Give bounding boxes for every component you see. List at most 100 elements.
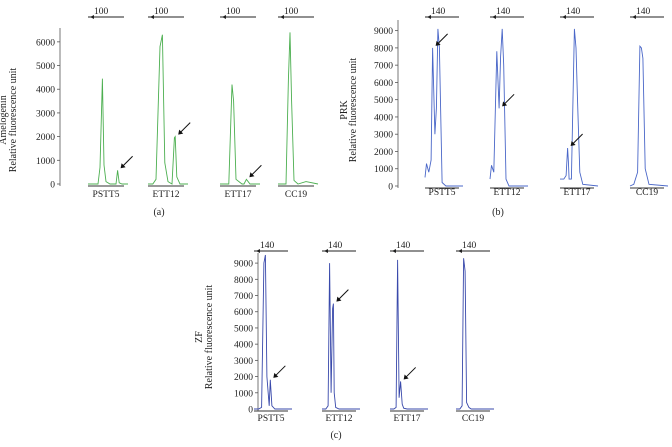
size-arrow-icon bbox=[392, 249, 396, 253]
trace-ett12: 100 ETT12 bbox=[148, 7, 191, 200]
y-tick-label: 0 bbox=[50, 181, 55, 191]
trace-line bbox=[456, 258, 494, 410]
y-tick-label: 6000 bbox=[234, 308, 253, 318]
y-tick-label: 3000 bbox=[36, 109, 55, 119]
y-tick-label: 3000 bbox=[234, 357, 253, 367]
size-arrow-icon bbox=[632, 15, 636, 19]
trace-cc19: 140 CC19 bbox=[456, 241, 494, 424]
trace-line bbox=[88, 78, 128, 185]
size-label: 100 bbox=[284, 7, 299, 17]
sample-label: CC19 bbox=[285, 190, 307, 200]
trace-line bbox=[254, 254, 292, 410]
y-tick-label: 6000 bbox=[36, 38, 55, 48]
trace-line bbox=[220, 84, 260, 185]
chart-panel-b: 0 1000 2000 3000 4000 5000 6000 7000 8000 9000 Rel… bbox=[339, 7, 669, 218]
size-label: 140 bbox=[462, 241, 477, 251]
panel-caption: (a) bbox=[153, 207, 164, 218]
y-tick-label: 4000 bbox=[374, 113, 393, 123]
annotation-arrow-icon bbox=[274, 365, 286, 377]
size-arrow-icon bbox=[427, 15, 431, 19]
y-axis-label: Relative fluorescence unit bbox=[348, 58, 359, 163]
trace-line bbox=[560, 28, 599, 187]
y-tick-label: 4000 bbox=[36, 86, 55, 96]
panel-caption: (c) bbox=[330, 430, 341, 441]
annotation-arrowhead-icon bbox=[178, 129, 184, 135]
sample-label: CC19 bbox=[636, 188, 658, 198]
trace-pstt5: 100 PSTT5 bbox=[88, 7, 133, 200]
size-label: 100 bbox=[154, 7, 169, 17]
sample-label: ETT12 bbox=[153, 190, 180, 200]
marker-label: PRK bbox=[339, 99, 350, 119]
annotation-arrow-icon bbox=[251, 164, 262, 176]
annotation-arrow-icon bbox=[437, 33, 448, 45]
y-axis-label: Relative fluorescence unit bbox=[8, 68, 19, 173]
trace-line bbox=[322, 263, 360, 410]
trace-ett12: 140 ETT12 bbox=[322, 241, 360, 424]
trace-pstt5: 140 PSTT5 bbox=[254, 241, 292, 424]
y-tick-label: 8000 bbox=[234, 276, 253, 286]
annotation-arrowhead-icon bbox=[336, 296, 342, 302]
annotation-arrow-icon bbox=[503, 93, 515, 105]
sample-label: CC19 bbox=[462, 414, 484, 424]
sample-label: PSTT5 bbox=[258, 414, 285, 424]
size-arrow-icon bbox=[222, 15, 226, 19]
size-arrow-icon bbox=[150, 15, 154, 19]
size-arrow-icon bbox=[90, 15, 94, 19]
y-tick-label: 5000 bbox=[374, 96, 393, 106]
sample-label: ETT12 bbox=[326, 414, 353, 424]
size-label: 140 bbox=[260, 241, 275, 251]
sample-label: PSTT5 bbox=[429, 188, 456, 198]
y-tick-label: 3000 bbox=[374, 131, 393, 141]
trace-cc19: 140 CC19 bbox=[629, 7, 669, 198]
y-tick-label: 7000 bbox=[234, 292, 253, 302]
marker-label: ZF bbox=[194, 331, 205, 343]
y-tick-label: 1000 bbox=[374, 165, 393, 175]
size-label: 140 bbox=[496, 7, 511, 17]
y-tick-label: 9000 bbox=[374, 27, 393, 37]
y-tick-label: 5000 bbox=[234, 324, 253, 334]
trace-line bbox=[278, 32, 319, 185]
chart-panel-a: 0 1000 2000 3000 4000 5000 6000 Relative fluore… bbox=[0, 7, 319, 218]
annotation-arrowhead-icon bbox=[435, 40, 441, 46]
annotation-arrow-icon bbox=[572, 133, 583, 145]
size-label: 100 bbox=[94, 7, 109, 17]
annotation-arrow-icon bbox=[122, 155, 133, 167]
panel-caption: (b) bbox=[492, 207, 504, 218]
size-label: 100 bbox=[226, 7, 241, 17]
annotation-arrowhead-icon bbox=[403, 374, 409, 380]
chart-panel-c: 0 1000 2000 3000 4000 5000 6000 7000 8000 9000 Rel… bbox=[194, 241, 494, 441]
y-tick-label: 1000 bbox=[234, 389, 253, 399]
y-tick-label: 2000 bbox=[234, 373, 253, 383]
trace-ett17: 140 ETT17 bbox=[390, 241, 428, 424]
size-label: 140 bbox=[431, 7, 446, 17]
annotation-arrowhead-icon bbox=[273, 372, 279, 378]
size-label: 140 bbox=[636, 7, 651, 17]
y-tick-label: 2000 bbox=[36, 133, 55, 143]
trace-ett17: 100 ETT17 bbox=[220, 7, 262, 200]
sample-label: ETT12 bbox=[494, 188, 521, 198]
annotation-arrowhead-icon bbox=[570, 141, 576, 147]
trace-line bbox=[489, 28, 528, 187]
size-label: 140 bbox=[328, 241, 343, 251]
annotation-arrowhead-icon bbox=[502, 101, 508, 107]
size-arrow-icon bbox=[492, 15, 496, 19]
annotation-arrowhead-icon bbox=[249, 172, 255, 178]
trace-ett12: 140 ETT12 bbox=[489, 7, 528, 198]
y-tick-label: 0 bbox=[248, 406, 253, 416]
trace-cc19: 100 CC19 bbox=[278, 7, 319, 200]
y-axis-label: Relative fluorescence unit bbox=[204, 285, 215, 390]
trace-line bbox=[148, 34, 188, 185]
sample-label: ETT17 bbox=[225, 190, 252, 200]
annotation-arrowhead-icon bbox=[120, 163, 126, 169]
y-tick-label: 2000 bbox=[374, 148, 393, 158]
y-tick-label: 8000 bbox=[374, 44, 393, 54]
y-tick-label: 1000 bbox=[36, 157, 55, 167]
trace-line bbox=[424, 28, 463, 187]
trace-ett17: 140 ETT17 bbox=[560, 7, 599, 198]
size-arrow-icon bbox=[324, 249, 328, 253]
size-arrow-icon bbox=[458, 249, 462, 253]
size-label: 140 bbox=[566, 7, 581, 17]
y-tick-label: 7000 bbox=[374, 62, 393, 72]
size-arrow-icon bbox=[256, 249, 260, 253]
